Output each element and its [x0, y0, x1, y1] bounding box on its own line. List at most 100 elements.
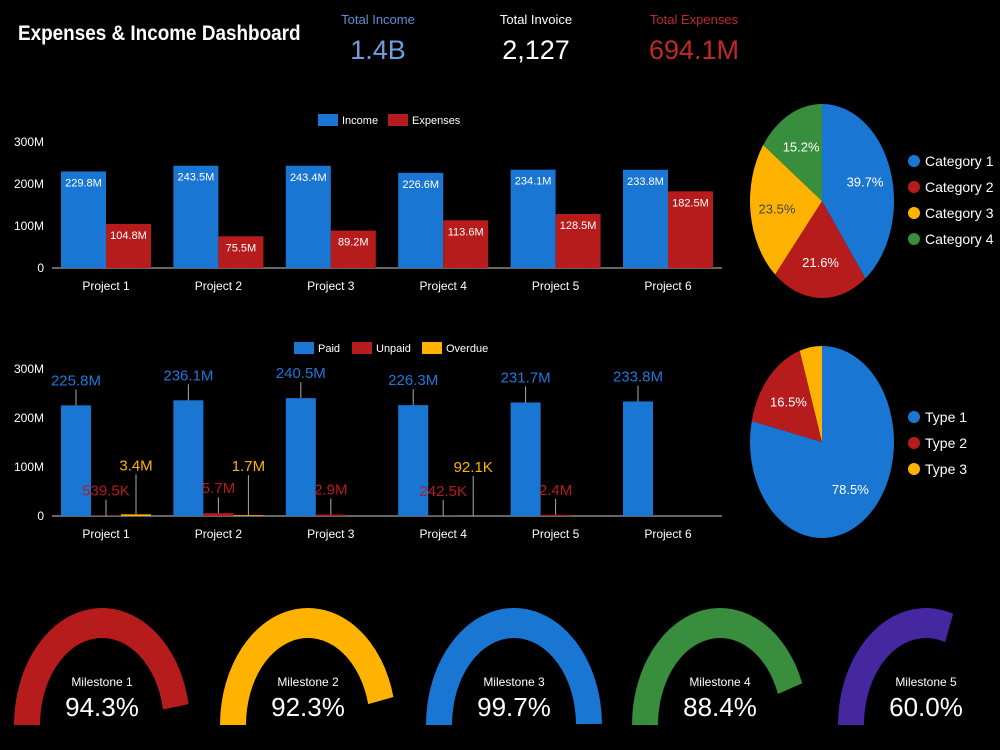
y-tick-label: 100M: [14, 219, 44, 233]
data-label: 233.8M: [613, 368, 663, 385]
x-tick-label: Project 4: [420, 527, 468, 541]
legend-label: Expenses: [412, 115, 461, 127]
x-tick-label: Project 6: [644, 279, 692, 293]
legend-dot: [908, 233, 920, 245]
bar: [233, 515, 264, 516]
bar: [285, 398, 316, 516]
kpi-total-invoice: Total Invoice 2,127: [466, 12, 606, 66]
bar: [315, 514, 346, 516]
data-label: 231.7M: [501, 369, 551, 386]
data-label: 2.4M: [539, 482, 572, 499]
gauge-value: 88.4%: [683, 692, 757, 722]
legend-label: Category 4: [925, 231, 994, 247]
slice-label: 15.2%: [783, 140, 820, 155]
data-label: 243.5M: [178, 172, 215, 184]
legend-label: Paid: [318, 343, 340, 355]
slice-label: 23.5%: [759, 201, 796, 216]
data-label: 182.5M: [672, 197, 709, 209]
y-tick-label: 300M: [14, 362, 44, 376]
gauge-label: Milestone 1: [71, 675, 133, 689]
data-label: 236.1M: [163, 367, 213, 384]
bar: [61, 405, 91, 516]
data-label: 229.8M: [65, 177, 102, 189]
data-label: 104.8M: [110, 230, 147, 242]
kpi-label: Total Income: [341, 12, 415, 27]
legend-label: Unpaid: [376, 343, 411, 355]
y-tick-label: 0: [37, 261, 44, 275]
pie-slice: [751, 350, 822, 442]
bar: [443, 220, 489, 268]
kpi-value: 1.4B: [350, 35, 406, 65]
bar: [121, 514, 151, 516]
gauge-label: Milestone 3: [483, 675, 545, 689]
bar: [218, 236, 264, 268]
data-label: 539.5K: [82, 483, 130, 500]
data-label: 226.6M: [402, 179, 439, 191]
bar: [623, 401, 653, 516]
legend-swatch: [294, 342, 314, 354]
legend-label: Type 1: [925, 409, 967, 425]
bar: [61, 171, 106, 268]
legend-dot: [908, 207, 920, 219]
slice-label: 78.5%: [832, 482, 869, 497]
bar: [330, 230, 376, 268]
legend-label: Category 3: [925, 205, 994, 221]
data-label: 1.7M: [232, 458, 265, 475]
legend-dot: [908, 155, 920, 167]
legend-label: Overdue: [446, 343, 488, 355]
bar: [203, 513, 234, 516]
data-label: 5.7M: [202, 480, 235, 497]
legend-dot: [908, 411, 920, 423]
pie-slice: [775, 201, 866, 298]
gauge-value: 60.0%: [889, 692, 963, 722]
slice-label: 39.7%: [847, 175, 884, 190]
data-label: 92.1K: [454, 459, 493, 476]
kpi-label: Total Invoice: [499, 12, 573, 27]
kpi-value: 2,127: [502, 35, 570, 65]
data-label: 128.5M: [560, 220, 597, 232]
data-label: 234.1M: [515, 176, 552, 188]
gauge-value: 94.3%: [65, 692, 139, 722]
pie-slice: [750, 144, 822, 275]
data-label: 113.6M: [448, 226, 484, 238]
legend-label: Type 2: [925, 435, 967, 451]
data-label: 3.4M: [119, 457, 152, 474]
x-tick-label: Project 4: [420, 279, 468, 293]
x-tick-label: Project 1: [82, 527, 130, 541]
legend-dot: [908, 463, 920, 475]
bar: [285, 165, 331, 268]
bar: [510, 169, 556, 268]
gauge-label: Milestone 4: [689, 675, 751, 689]
bar: [106, 223, 151, 268]
gauge-label: Milestone 2: [277, 675, 339, 689]
data-label: 2.9M: [314, 482, 347, 499]
x-tick-label: Project 2: [195, 279, 243, 293]
gauge-arc: [14, 607, 189, 725]
y-tick-label: 0: [37, 509, 44, 523]
bar: [173, 165, 219, 268]
legend-label: Category 2: [925, 179, 994, 195]
legend-swatch: [422, 342, 442, 354]
legend-label: Category 1: [925, 153, 994, 169]
y-tick-label: 300M: [14, 135, 44, 149]
bar: [398, 172, 444, 268]
bar: [668, 191, 713, 268]
data-label: 89.2M: [338, 237, 369, 249]
slice-label: 16.5%: [770, 394, 807, 409]
x-tick-label: Project 5: [532, 527, 580, 541]
kpi-label: Total Expenses: [649, 12, 739, 27]
bar: [623, 169, 668, 268]
gauge-arc: [426, 607, 602, 725]
y-tick-label: 100M: [14, 460, 44, 474]
data-label: 233.8M: [627, 176, 664, 188]
legend-label: Type 3: [925, 461, 967, 477]
gauge-arc: [632, 608, 803, 725]
kpi-total-income: Total Income 1.4B: [308, 12, 448, 66]
bar: [173, 400, 204, 516]
x-tick-label: Project 5: [532, 279, 580, 293]
data-label: 75.5M: [226, 242, 257, 254]
data-label: 240.5M: [276, 365, 326, 382]
legend-swatch: [388, 114, 408, 126]
pie-slice: [763, 104, 822, 201]
